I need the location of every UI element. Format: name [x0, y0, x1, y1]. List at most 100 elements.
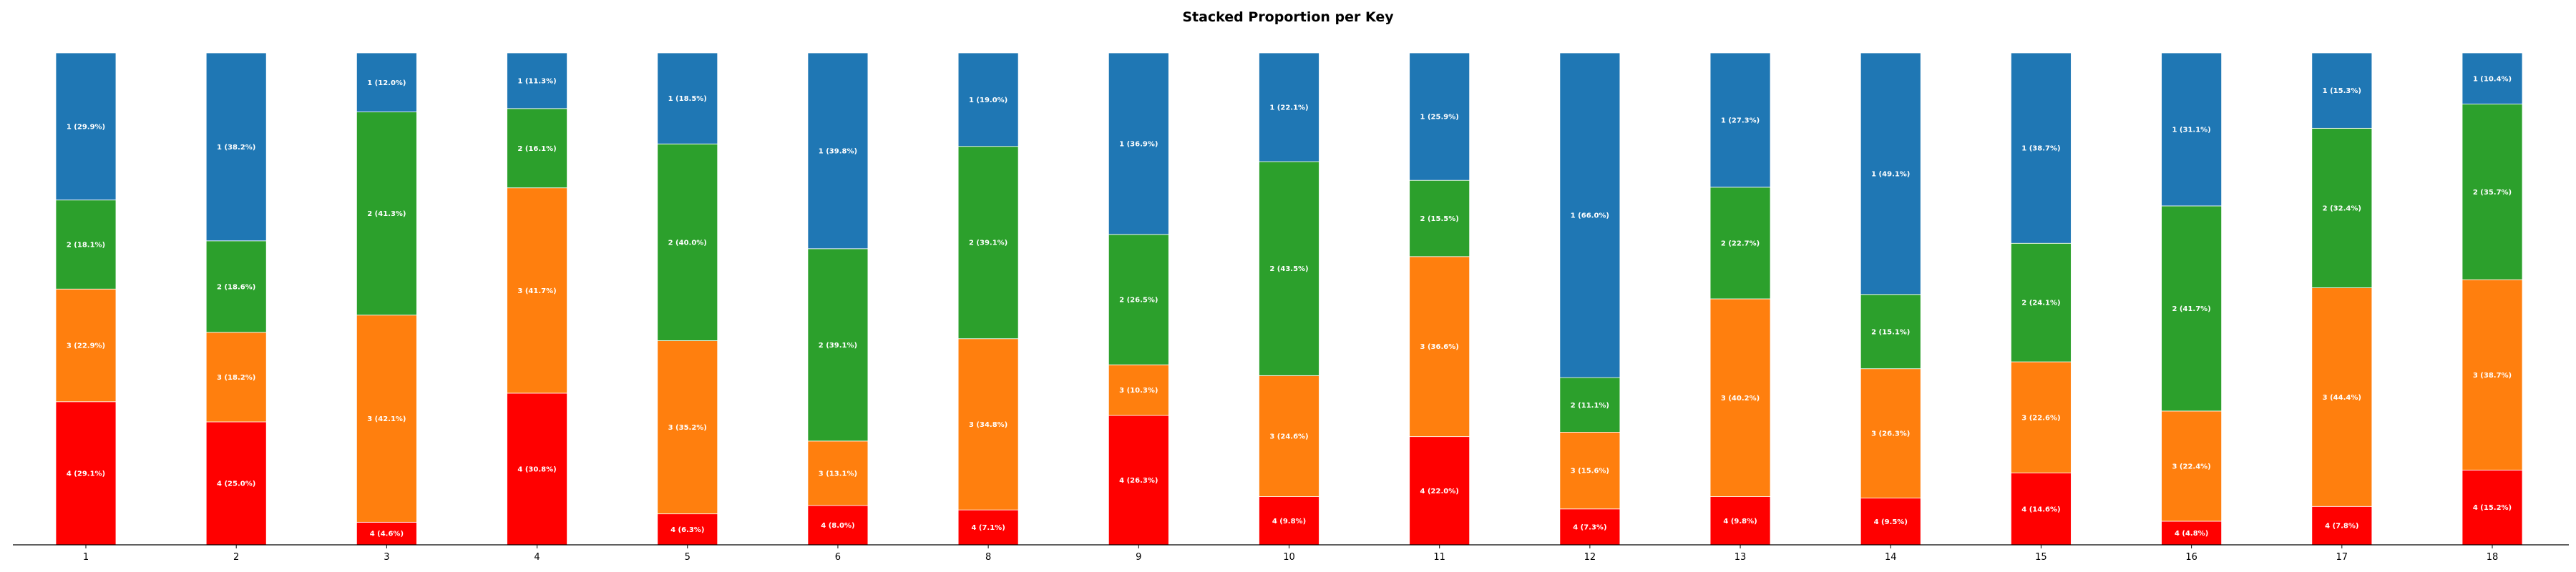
bar-segment-key-2-series-4 [205, 421, 267, 546]
x-tick-label: 10 [1283, 552, 1295, 563]
segment-label-key-4-series-4: 4 (30.8%) [517, 465, 556, 473]
bars-layer [55, 52, 2523, 546]
bar-segment-key-13-series-2 [1709, 187, 1771, 300]
bar-segment-key-16-series-1 [2161, 52, 2223, 207]
segment-label-key-15-series-1: 1 (38.7%) [2021, 145, 2060, 153]
segment-label-key-2-series-2: 2 (18.6%) [217, 283, 255, 291]
segment-label-key-16-series-4: 4 (4.8%) [2175, 530, 2208, 538]
bar-segment-key-11-series-3 [1409, 256, 1470, 438]
segment-label-key-3-series-2: 2 (41.3%) [367, 210, 406, 218]
segment-label-key-9-series-4: 4 (26.3%) [1119, 477, 1158, 485]
bar-segment-key-17-series-2 [2311, 127, 2373, 288]
bar-segment-key-14-series-3 [1860, 368, 1921, 499]
x-tick-label: 18 [2487, 552, 2499, 563]
bar-segment-key-3-series-1 [356, 52, 417, 112]
x-tick-label: 12 [1584, 552, 1596, 563]
segment-label-key-5-series-2: 2 (40.0%) [668, 239, 707, 247]
segment-label-key-5-series-1: 1 (18.5%) [668, 95, 707, 103]
segment-label-key-1-series-1: 1 (29.9%) [67, 123, 105, 131]
segment-label-key-8-series-2: 2 (39.1%) [969, 240, 1008, 247]
bar-segment-key-9-series-4 [1108, 415, 1169, 546]
segment-label-key-1-series-4: 4 (29.1%) [67, 470, 105, 478]
bar-segment-key-3-series-3 [356, 315, 417, 523]
segment-label-key-12-series-4: 4 (7.3%) [1573, 523, 1606, 531]
x-tick-label: 2 [233, 552, 239, 563]
segment-label-key-13-series-4: 4 (9.8%) [1723, 518, 1757, 526]
segment-label-key-13-series-3: 3 (40.2%) [1721, 395, 1760, 403]
segment-label-key-3-series-4: 4 (4.6%) [370, 531, 404, 538]
segment-label-key-5-series-3: 3 (35.2%) [668, 424, 707, 432]
bar-segment-key-12-series-3 [1559, 432, 1621, 510]
bar-segment-key-2-series-1 [205, 52, 267, 242]
bar-segment-key-1-series-3 [55, 288, 117, 403]
segment-label-key-10-series-2: 2 (43.5%) [1269, 265, 1308, 273]
segment-label-key-4-series-1: 1 (11.3%) [517, 77, 556, 85]
bar-segment-key-9-series-1 [1108, 52, 1169, 235]
bar-segment-key-4-series-1 [507, 52, 567, 109]
bar-segment-key-14-series-1 [1860, 52, 1921, 295]
segment-label-key-16-series-1: 1 (31.1%) [2172, 126, 2210, 134]
segment-label-key-11-series-1: 1 (25.9%) [1420, 114, 1459, 122]
bar-segment-key-13-series-3 [1709, 298, 1771, 497]
bar-segment-key-11-series-4 [1409, 436, 1470, 546]
bar-segment-key-15-series-3 [2011, 361, 2072, 473]
bar-segment-key-6-series-2 [807, 248, 869, 442]
segment-label-key-18-series-2: 2 (35.7%) [2473, 189, 2512, 197]
bar-segment-key-12-series-1 [1559, 52, 1621, 378]
x-tick-label: 5 [685, 552, 691, 563]
x-axis: 1 2 3 4 5 6 8 9 10 11 12 13 14 15 16 17 18 [13, 544, 2569, 563]
bar-segment-key-4-series-4 [507, 393, 567, 546]
x-tick-label: 11 [1433, 552, 1445, 563]
segment-label-key-14-series-2: 2 (15.1%) [1871, 328, 1910, 336]
segment-label-key-1-series-3: 3 (22.9%) [67, 342, 105, 350]
bar-segment-key-13-series-4 [1709, 496, 1771, 546]
bar-segment-key-10-series-1 [1259, 52, 1319, 162]
bar-segment-key-6-series-4 [807, 505, 869, 546]
x-tick-label: 6 [835, 552, 841, 563]
segment-label-key-3-series-3: 3 (42.1%) [367, 415, 406, 423]
x-tick-label: 9 [1136, 552, 1141, 563]
bar-segment-key-2-series-2 [205, 240, 267, 333]
segment-label-key-16-series-2: 2 (41.7%) [2172, 305, 2210, 313]
segment-label-key-14-series-3: 3 (26.3%) [1871, 430, 1910, 438]
segment-label-key-17-series-1: 1 (15.3%) [2323, 87, 2361, 95]
bar-segment-key-9-series-3 [1108, 364, 1169, 416]
bar-segment-key-8-series-3 [957, 338, 1019, 511]
x-tick-label: 15 [2035, 552, 2047, 563]
x-tick-label: 4 [534, 552, 540, 563]
segment-label-key-9-series-2: 2 (26.5%) [1119, 297, 1158, 305]
bar-segment-key-8-series-2 [957, 146, 1019, 340]
x-tick-label: 1 [83, 552, 89, 563]
segment-label-key-10-series-4: 4 (9.8%) [1272, 518, 1306, 526]
bar-segment-key-9-series-2 [1108, 234, 1169, 365]
segment-label-key-11-series-3: 3 (36.6%) [1420, 343, 1459, 351]
segment-label-key-9-series-1: 1 (36.9%) [1119, 140, 1158, 148]
segment-label-key-2-series-3: 3 (18.2%) [217, 374, 255, 382]
segment-label-key-11-series-4: 4 (22.0%) [1420, 488, 1459, 495]
segment-label-key-13-series-1: 1 (27.3%) [1721, 117, 1760, 124]
segment-label-key-17-series-4: 4 (7.8%) [2325, 523, 2358, 531]
segment-label-key-14-series-1: 1 (49.1%) [1871, 170, 1910, 178]
bar-segment-key-17-series-3 [2311, 287, 2373, 507]
segment-label-key-14-series-4: 4 (9.5%) [1874, 518, 1908, 526]
segment-label-key-13-series-2: 2 (22.7%) [1721, 240, 1760, 247]
segment-label-key-3-series-1: 1 (12.0%) [367, 79, 406, 87]
bar-segment-key-16-series-2 [2161, 205, 2223, 412]
x-tick-label: 16 [2185, 552, 2197, 563]
segment-label-key-18-series-1: 1 (10.4%) [2473, 75, 2512, 83]
segment-label-key-10-series-3: 3 (24.6%) [1269, 433, 1308, 440]
bar-segment-key-10-series-3 [1259, 375, 1319, 497]
x-tick-label: 3 [384, 552, 389, 563]
bar-segment-key-15-series-2 [2011, 242, 2072, 363]
bar-segment-key-5-series-2 [657, 143, 718, 341]
x-tick-label: 8 [985, 552, 991, 563]
bar-segment-key-18-series-4 [2462, 470, 2523, 546]
segment-label-key-6-series-1: 1 (39.8%) [819, 147, 857, 155]
bar-segment-key-18-series-1 [2462, 52, 2523, 104]
bar-segment-key-14-series-4 [1860, 498, 1921, 546]
segment-label-key-4-series-2: 2 (16.1%) [517, 145, 556, 153]
x-tick-label: 17 [2336, 552, 2348, 563]
x-tick-label: 14 [1885, 552, 1897, 563]
